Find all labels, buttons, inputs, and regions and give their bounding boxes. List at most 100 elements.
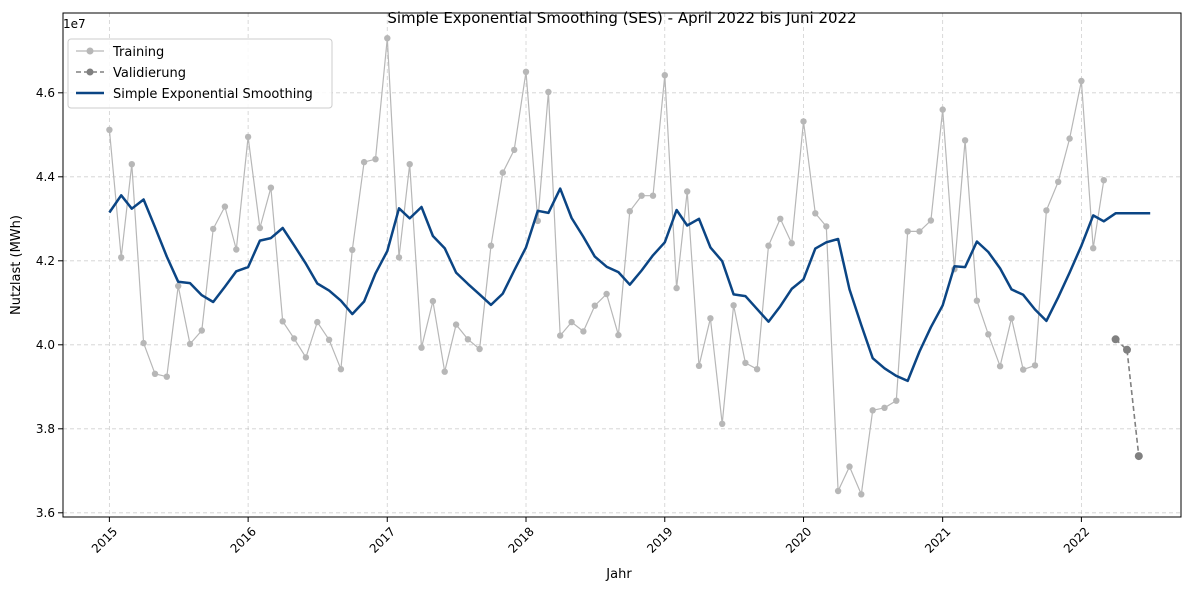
data-point-training <box>603 290 610 298</box>
legend-label-training: Training <box>112 45 164 60</box>
data-point-training <box>695 362 703 369</box>
data-point-training <box>707 315 714 322</box>
data-point-training <box>384 35 391 42</box>
y-tick-label: 4.2 <box>36 254 55 268</box>
data-point-validierung <box>1123 345 1131 354</box>
data-point-training <box>973 297 981 304</box>
legend-box <box>67 38 333 109</box>
data-point-training <box>939 106 946 113</box>
legend-marker-training <box>86 47 94 55</box>
chart-title: Simple Exponential Smoothing (SES) - Apr… <box>387 9 856 27</box>
data-point-training <box>834 487 842 495</box>
data-point-training <box>638 192 645 199</box>
data-point-training <box>961 137 969 144</box>
legend: Training Validierung Simple Exponential … <box>67 38 333 109</box>
data-point-training <box>1008 315 1015 322</box>
data-point-training <box>337 366 345 373</box>
data-point-training <box>244 133 252 141</box>
data-point-validierung <box>1111 335 1120 344</box>
data-point-training <box>302 354 310 361</box>
data-point-training <box>418 344 425 351</box>
data-point-training <box>198 327 205 334</box>
data-point-training <box>395 254 403 261</box>
data-point-training <box>1078 77 1085 85</box>
y-tick-label: 4.6 <box>36 86 55 100</box>
data-point-training <box>233 246 240 253</box>
data-point-training <box>349 246 356 254</box>
data-point-training <box>163 373 170 380</box>
data-point-training <box>927 217 935 224</box>
data-point-training <box>1055 178 1062 185</box>
data-point-training <box>858 491 865 498</box>
data-point-training <box>649 192 657 199</box>
data-point-training <box>684 188 691 195</box>
data-point-training <box>151 370 159 377</box>
data-point-training <box>522 68 530 76</box>
data-point-training <box>1100 177 1108 184</box>
data-point-training <box>580 328 587 335</box>
data-point-training <box>1066 135 1073 142</box>
data-point-training <box>487 242 495 249</box>
legend-entry-training: Training <box>76 45 164 60</box>
data-point-training <box>591 302 598 309</box>
data-point-training <box>893 397 900 404</box>
data-point-training <box>140 339 147 347</box>
legend-label-ses: Simple Exponential Smoothing <box>113 87 313 102</box>
legend-entry-ses: Simple Exponential Smoothing <box>76 87 313 102</box>
data-point-validierung <box>1134 452 1143 461</box>
data-point-training <box>464 336 472 343</box>
data-point-training <box>290 335 298 342</box>
data-point-training <box>765 242 772 249</box>
data-point-training <box>256 224 264 232</box>
data-point-training <box>1090 245 1097 252</box>
data-point-training <box>441 368 448 375</box>
data-point-training <box>406 161 413 168</box>
data-point-training <box>186 340 194 348</box>
data-point-training <box>511 146 518 154</box>
data-point-training <box>1020 366 1027 373</box>
data-point-training <box>106 126 113 133</box>
y-tick-label: 4.4 <box>36 170 55 184</box>
data-point-training <box>615 331 622 339</box>
data-point-training <box>128 161 135 168</box>
data-point-training <box>545 88 552 96</box>
data-point-training <box>557 332 564 339</box>
data-point-training <box>788 240 795 247</box>
data-point-training <box>985 331 992 338</box>
data-point-training <box>118 254 125 261</box>
data-point-training <box>429 297 437 305</box>
data-point-training <box>823 223 830 230</box>
data-point-training <box>730 302 737 309</box>
legend-label-validierung: Validierung <box>113 66 186 81</box>
data-point-training <box>661 72 668 79</box>
data-point-training <box>777 215 784 222</box>
series-training <box>106 35 1108 498</box>
data-point-training <box>279 318 286 325</box>
data-point-training <box>568 318 575 326</box>
data-point-training <box>800 118 807 125</box>
data-point-training <box>476 345 483 353</box>
data-point-training <box>314 318 321 326</box>
y-axis: 3.6 3.8 4.0 4.2 4.4 4.6 <box>36 86 63 520</box>
data-point-training <box>742 359 749 367</box>
data-point-training <box>1043 207 1050 214</box>
y-axis-offset-label: 1e7 <box>63 17 86 31</box>
series-line-simple-exponential-smoothing <box>108 187 1151 383</box>
y-tick-label: 3.6 <box>36 506 55 520</box>
data-point-training <box>372 156 379 163</box>
y-tick-label: 3.8 <box>36 422 55 436</box>
data-point-training <box>325 336 333 343</box>
data-point-training <box>210 225 217 233</box>
data-point-training <box>626 208 633 215</box>
data-point-training <box>1031 362 1039 369</box>
data-point-training <box>175 282 182 290</box>
data-point-training <box>719 420 726 427</box>
y-tick-label: 4.0 <box>36 338 55 352</box>
data-point-training <box>846 463 853 470</box>
data-point-training <box>916 228 923 235</box>
legend-entry-validierung: Validierung <box>76 66 186 81</box>
data-point-training <box>360 158 368 166</box>
plot-frame <box>62 12 1182 518</box>
data-point-training <box>452 321 460 328</box>
